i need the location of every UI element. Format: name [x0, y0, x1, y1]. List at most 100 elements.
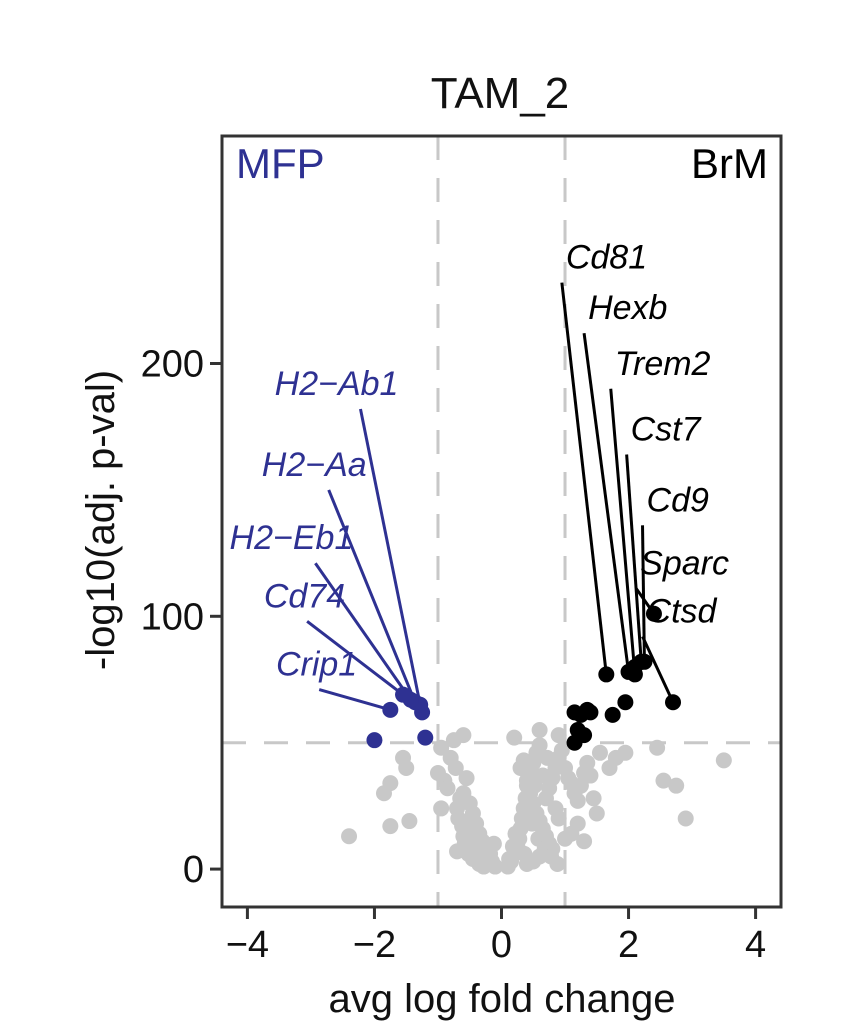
point-ns — [553, 742, 570, 759]
point-significant — [582, 704, 599, 721]
point-ns — [715, 752, 732, 769]
point-ns — [455, 727, 472, 744]
point-significant — [417, 729, 434, 746]
point-ns — [549, 856, 566, 873]
point-ns — [550, 727, 567, 744]
x-axis-title: avg log fold change — [329, 977, 676, 1021]
point-ns — [591, 744, 608, 761]
point-ns — [520, 792, 537, 809]
gene-label: Cd9 — [647, 481, 709, 519]
point-ns — [439, 780, 456, 797]
point-ns — [576, 833, 593, 850]
point-ns — [398, 759, 415, 776]
leader-line — [318, 688, 391, 712]
leader-line — [641, 635, 675, 703]
y-tick-label: 100 — [141, 596, 204, 638]
point-significant — [604, 706, 621, 723]
point-ns — [382, 818, 399, 835]
point-ns — [557, 830, 574, 847]
point-ns — [466, 823, 483, 840]
point-ns — [382, 775, 399, 792]
y-axis-title: -log10(adj. p-val) — [79, 370, 123, 670]
point-ns — [449, 843, 466, 860]
significant-points — [366, 605, 682, 751]
point-ns — [506, 729, 523, 746]
point-ns — [401, 813, 418, 830]
point-labeled — [665, 694, 682, 711]
point-ns — [515, 752, 532, 769]
point-ns — [447, 759, 464, 776]
point-ns — [569, 792, 586, 809]
x-tick-label: −2 — [353, 924, 396, 966]
gene-label: Cd74 — [264, 577, 345, 615]
point-ns — [617, 744, 634, 761]
point-labeled — [645, 605, 662, 622]
point-ns — [579, 754, 596, 771]
gene-label: H2−Eb1 — [230, 519, 354, 557]
corner-label-brm: BrM — [691, 140, 768, 187]
x-tick-label: 4 — [745, 924, 766, 966]
gene-label: Sparc — [640, 544, 729, 582]
point-labeled — [636, 653, 653, 670]
point-significant — [576, 727, 593, 744]
gene-label: H2−Ab1 — [275, 365, 399, 403]
point-labeled — [626, 666, 643, 683]
x-tick-label: 2 — [618, 924, 639, 966]
point-labeled — [598, 666, 615, 683]
gene-label: Cst7 — [631, 411, 702, 449]
point-ns — [341, 828, 358, 845]
x-tick-label: 0 — [491, 924, 512, 966]
point-ns — [523, 815, 540, 832]
point-ns — [507, 825, 524, 842]
point-ns — [475, 858, 492, 875]
point-ns — [582, 767, 599, 784]
axes: −4 −2 0 2 4 0 100 200 — [141, 344, 767, 966]
point-ns — [588, 805, 605, 822]
point-significant — [366, 732, 383, 749]
point-ns — [485, 835, 502, 852]
gene-label: H2−Aa — [262, 446, 367, 484]
gene-labels: H2−Ab1 H2−Aa H2−Eb1 Cd74 Crip1 Cd81 Hexb Trem2 C… — [230, 239, 729, 684]
leader-line — [359, 408, 422, 706]
point-ns — [501, 850, 518, 867]
point-ns — [547, 800, 564, 817]
point-ns — [649, 739, 666, 756]
point-ns — [531, 722, 548, 739]
point-ns — [677, 810, 694, 827]
point-ns — [668, 777, 685, 794]
leader-line — [327, 489, 417, 703]
leader-line — [625, 454, 643, 662]
point-ns — [585, 790, 602, 807]
gene-label: Hexb — [588, 289, 667, 327]
label-leader-lines — [306, 282, 675, 712]
leader-line — [609, 388, 637, 675]
leader-line — [314, 562, 412, 701]
point-ns — [655, 772, 672, 789]
point-significant — [617, 694, 634, 711]
y-tick-label: 200 — [141, 344, 204, 386]
nonsignificant-points — [341, 722, 732, 875]
y-tick-label: 0 — [183, 849, 204, 891]
point-ns — [526, 777, 543, 794]
point-labeled — [382, 701, 399, 718]
point-ns — [433, 739, 450, 756]
leader-line — [306, 620, 404, 696]
x-tick-label: −4 — [226, 924, 269, 966]
leader-line — [560, 282, 608, 675]
gene-label: Cd81 — [566, 239, 647, 277]
point-ns — [572, 777, 589, 794]
gene-label: Ctsd — [647, 593, 718, 631]
gene-label: Trem2 — [615, 345, 711, 383]
point-ns — [452, 790, 469, 807]
point-ns — [458, 770, 475, 787]
point-ns — [516, 845, 533, 862]
point-ns — [539, 749, 556, 766]
corner-label-mfp: MFP — [236, 140, 325, 187]
leader-line — [582, 332, 631, 673]
point-ns — [433, 800, 450, 817]
point-labeled — [395, 686, 412, 703]
gene-label: Crip1 — [276, 646, 357, 684]
chart-title: TAM_2 — [431, 69, 570, 118]
point-ns — [504, 838, 521, 855]
